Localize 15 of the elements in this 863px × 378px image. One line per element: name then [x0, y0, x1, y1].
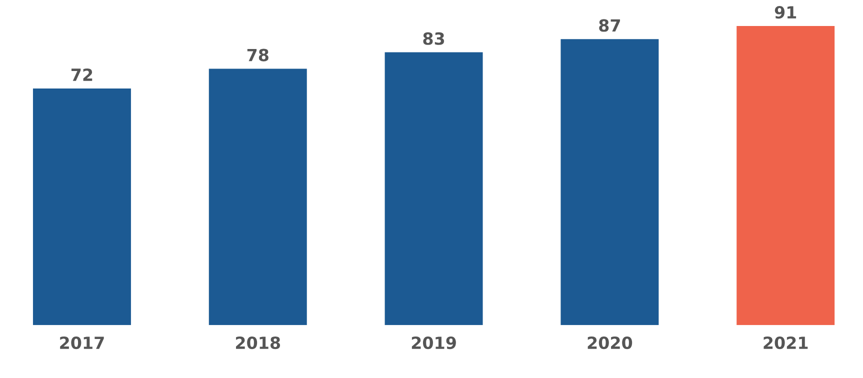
bar	[384, 52, 483, 326]
bar	[736, 26, 835, 326]
data-label: 83	[423, 32, 444, 45]
x-tick-label: 2021	[764, 336, 808, 350]
bar	[32, 88, 131, 326]
x-tick-label: 2020	[588, 336, 632, 350]
x-tick-label: 2019	[412, 336, 456, 350]
bar	[208, 68, 307, 326]
data-label: 91	[774, 6, 796, 19]
x-tick-label: 2018	[236, 336, 280, 350]
data-label: 87	[599, 19, 620, 32]
data-label: 72	[71, 68, 92, 81]
x-tick-label: 2017	[60, 336, 104, 350]
bar	[560, 39, 659, 326]
data-label: 78	[247, 48, 268, 62]
